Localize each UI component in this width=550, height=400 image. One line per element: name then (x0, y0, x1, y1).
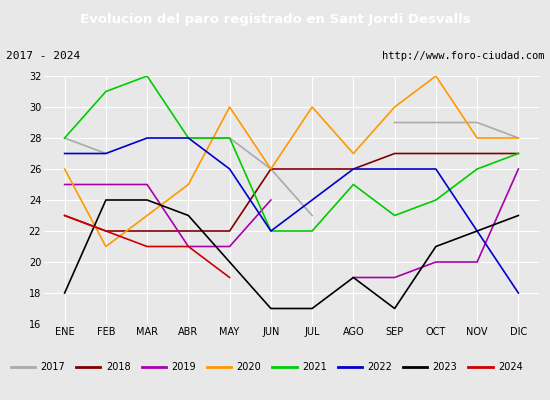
Text: 2017: 2017 (41, 362, 65, 372)
Text: 2022: 2022 (367, 362, 392, 372)
Text: 2021: 2021 (302, 362, 327, 372)
Text: 2020: 2020 (236, 362, 261, 372)
Text: 2019: 2019 (171, 362, 196, 372)
Text: http://www.foro-ciudad.com: http://www.foro-ciudad.com (382, 51, 544, 61)
Text: 2024: 2024 (498, 362, 522, 372)
Text: 2018: 2018 (106, 362, 130, 372)
Text: Evolucion del paro registrado en Sant Jordi Desvalls: Evolucion del paro registrado en Sant Jo… (80, 14, 470, 26)
Text: 2017 - 2024: 2017 - 2024 (6, 51, 80, 61)
Text: 2023: 2023 (433, 362, 458, 372)
